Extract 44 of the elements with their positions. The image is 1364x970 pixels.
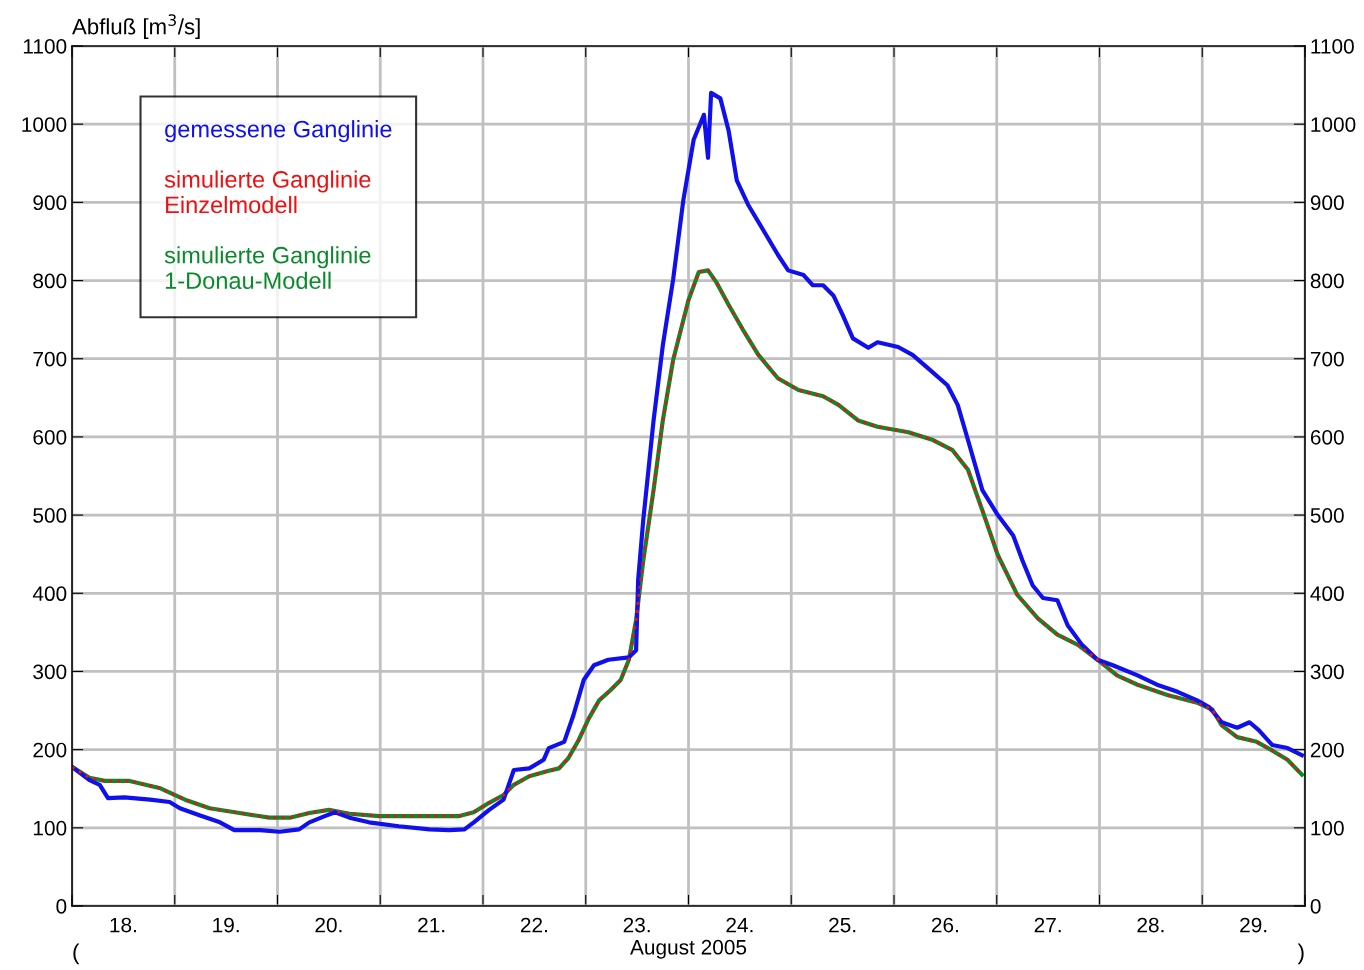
y2-tick-label: 0	[1310, 899, 1321, 914]
x-tick-label: 23.	[623, 917, 650, 933]
x-tick-label: 19.	[213, 917, 239, 933]
x-tick-label: 21.	[418, 917, 445, 933]
y2-tick-label: 800	[1310, 273, 1344, 289]
y-tick-label: 200	[33, 742, 67, 758]
y-tick-label: 300	[33, 664, 67, 680]
x-tick-label: 22.	[520, 917, 547, 933]
y-tick-label: 700	[33, 351, 67, 367]
y-tick-label: 400	[32, 586, 67, 602]
y-tick-label: 1100	[23, 39, 67, 54]
y-axis-title: Abfluß [m$^{3}$/s]	[72, 14, 200, 39]
text: )	[1297, 943, 1304, 965]
y2-tick-label: 100	[1311, 820, 1344, 836]
text: simulierte Ganglinie Einzelmodell	[164, 170, 371, 214]
y2-tick-label: 500	[1310, 508, 1344, 523]
line-series	[72, 90, 1305, 834]
y-tick-label: 0	[56, 899, 67, 914]
y2-tick-label: 1000	[1311, 117, 1356, 132]
y2-tick-label: 700	[1310, 351, 1344, 367]
y2-tick-label: 300	[1310, 664, 1344, 680]
x-axis-title: August 2005	[630, 939, 747, 959]
x-tick-label: 24.	[726, 917, 753, 933]
y2-tick-label: 1100	[1311, 39, 1354, 54]
x-tick-label: 20.	[315, 917, 342, 933]
y2-tick-label: 200	[1310, 742, 1344, 758]
text: (	[73, 943, 80, 965]
y-tick-label: 900	[33, 195, 67, 211]
y-tick-label: 100	[33, 820, 67, 836]
x-tick-label: 26.	[931, 917, 958, 933]
y2-tick-label: 600	[1310, 429, 1344, 445]
x-tick-label: 27.	[1034, 917, 1061, 933]
x-tick-label: 18.	[110, 917, 136, 933]
x-tick-label: 29.	[1240, 917, 1267, 933]
y2-tick-label: 900	[1310, 195, 1344, 211]
x-tick-label: 28.	[1137, 917, 1164, 933]
text: simulierte Ganglinie 1-Donau-Modell	[164, 246, 371, 290]
y-tick-label: 500	[33, 508, 67, 523]
y2-tick-label: 400	[1310, 586, 1344, 602]
text: gemessene Ganglinie	[165, 120, 392, 143]
y-tick-label: 800	[33, 273, 67, 289]
x-tick-label: 25.	[829, 917, 856, 933]
y-tick-label: 600	[33, 429, 67, 445]
y-tick-label: 1000	[22, 117, 67, 132]
